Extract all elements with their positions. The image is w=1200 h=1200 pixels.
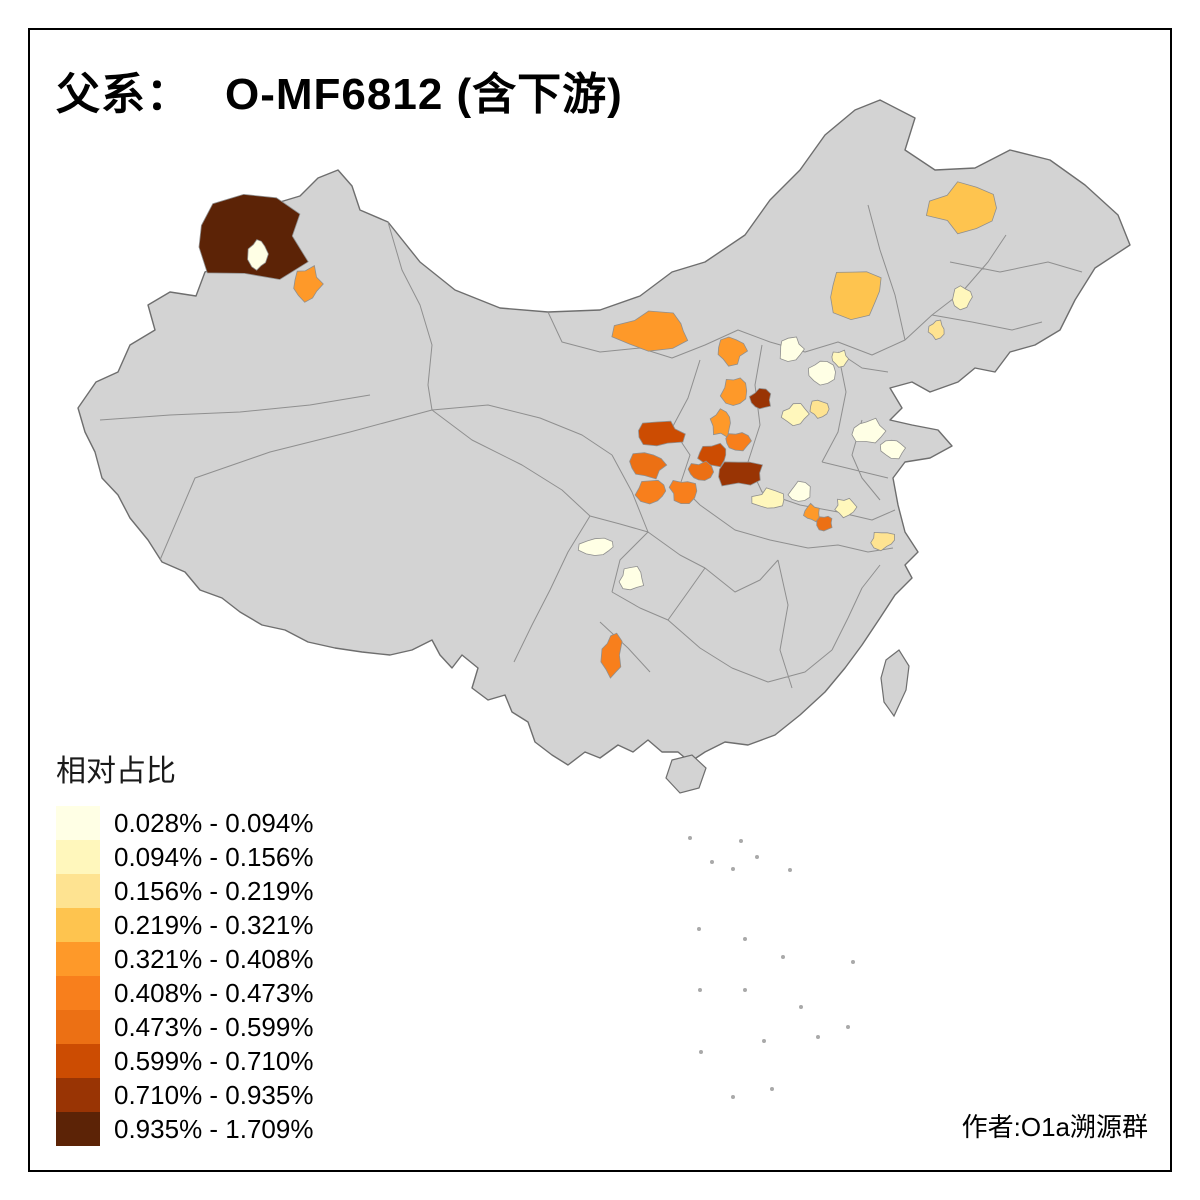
map-region <box>247 239 269 271</box>
sea-islet <box>816 1035 820 1039</box>
legend-swatch <box>56 874 100 908</box>
map-region <box>600 632 623 679</box>
hainan-island <box>665 754 707 794</box>
sea-islet <box>699 1050 703 1054</box>
map-region <box>697 442 727 468</box>
legend-row: 0.710% - 0.935% <box>56 1078 313 1112</box>
title-haplogroup: O-MF6812 (含下游) <box>225 70 623 119</box>
sea-islet <box>731 1095 735 1099</box>
choropleth-regions <box>198 181 997 679</box>
legend-row: 0.321% - 0.408% <box>56 942 313 976</box>
sea-islet <box>697 927 701 931</box>
legend-row: 0.408% - 0.473% <box>56 976 313 1010</box>
map-region <box>809 399 830 419</box>
legend-title: 相对占比 <box>56 755 176 788</box>
legend-row: 0.599% - 0.710% <box>56 1044 313 1078</box>
legend-rows: 0.028% - 0.094% 0.094% - 0.156% 0.156% - 0… <box>56 806 313 1146</box>
map-region <box>787 480 811 502</box>
sea-islet <box>762 1039 766 1043</box>
sea-islet <box>755 855 759 859</box>
map-region <box>629 452 668 480</box>
sea-islet <box>743 988 747 992</box>
map-region <box>618 565 645 591</box>
map-region <box>198 193 309 280</box>
map-region <box>870 531 895 552</box>
legend-swatch <box>56 942 100 976</box>
legend-label: 0.935% - 1.709% <box>114 1113 314 1144</box>
map-region <box>780 403 810 427</box>
sea-islet <box>743 937 747 941</box>
map-region <box>293 264 324 303</box>
map-region <box>830 271 882 321</box>
map-region <box>879 439 907 460</box>
map-region <box>725 432 752 452</box>
legend-row: 0.473% - 0.599% <box>56 1010 313 1044</box>
title-prefix: 父系： <box>56 70 191 119</box>
legend-swatch <box>56 840 100 874</box>
sea-islet <box>770 1087 774 1091</box>
taiwan-island <box>880 649 910 718</box>
page-title: 父系： O-MF6812 (含下游) <box>56 58 623 122</box>
legend-label: 0.219% - 0.321% <box>114 909 314 940</box>
legend-row: 0.219% - 0.321% <box>56 908 313 942</box>
legend-swatch <box>56 806 100 840</box>
map-region <box>748 387 772 410</box>
legend-swatch <box>56 908 100 942</box>
legend-row: 0.935% - 1.709% <box>56 1112 313 1146</box>
south-china-sea-islands <box>688 836 855 1099</box>
sea-islet <box>846 1025 850 1029</box>
map-region <box>719 377 748 406</box>
legend-label: 0.028% - 0.094% <box>114 807 314 838</box>
china-map-group <box>77 99 1131 1099</box>
map-region <box>611 310 689 352</box>
map-region <box>807 360 836 386</box>
legend-row: 0.028% - 0.094% <box>56 806 313 840</box>
map-region <box>927 319 945 341</box>
sea-islet <box>688 836 692 840</box>
map-region <box>925 181 997 235</box>
map-region <box>952 285 973 311</box>
sea-islet <box>739 839 743 843</box>
map-region <box>668 480 698 504</box>
sea-islet <box>851 960 855 964</box>
legend-label: 0.599% - 0.710% <box>114 1045 314 1076</box>
map-region <box>751 487 785 509</box>
legend-swatch <box>56 1010 100 1044</box>
sea-islet <box>781 955 785 959</box>
sea-islet <box>799 1005 803 1009</box>
legend-swatch <box>56 1112 100 1146</box>
map-region <box>779 336 805 362</box>
legend-label: 0.710% - 0.935% <box>114 1079 314 1110</box>
legend: 相对占比 0.028% - 0.094% 0.094% - 0.156% 0.156… <box>56 746 313 1146</box>
sea-islet <box>788 868 792 872</box>
map-region <box>816 515 833 532</box>
map-region <box>638 420 686 447</box>
map-region <box>634 479 667 505</box>
legend-label: 0.321% - 0.408% <box>114 943 314 974</box>
legend-label: 0.473% - 0.599% <box>114 1011 314 1042</box>
legend-swatch <box>56 976 100 1010</box>
legend-swatch <box>56 1078 100 1112</box>
legend-label: 0.094% - 0.156% <box>114 841 314 872</box>
map-region <box>718 461 764 487</box>
map-region <box>834 497 858 519</box>
legend-label: 0.156% - 0.219% <box>114 875 314 906</box>
legend-swatch <box>56 1044 100 1078</box>
map-region <box>717 336 749 367</box>
map-region <box>851 417 887 444</box>
map-region <box>577 537 614 556</box>
legend-row: 0.094% - 0.156% <box>56 840 313 874</box>
sea-islet <box>698 988 702 992</box>
sea-islet <box>731 867 735 871</box>
sea-islet <box>710 860 714 864</box>
attribution: 作者:O1a溯源群 <box>961 1112 1148 1142</box>
map-region <box>687 460 715 481</box>
legend-row: 0.156% - 0.219% <box>56 874 313 908</box>
legend-label: 0.408% - 0.473% <box>114 977 314 1008</box>
map-region <box>831 349 850 368</box>
china-mainland <box>77 99 1131 766</box>
